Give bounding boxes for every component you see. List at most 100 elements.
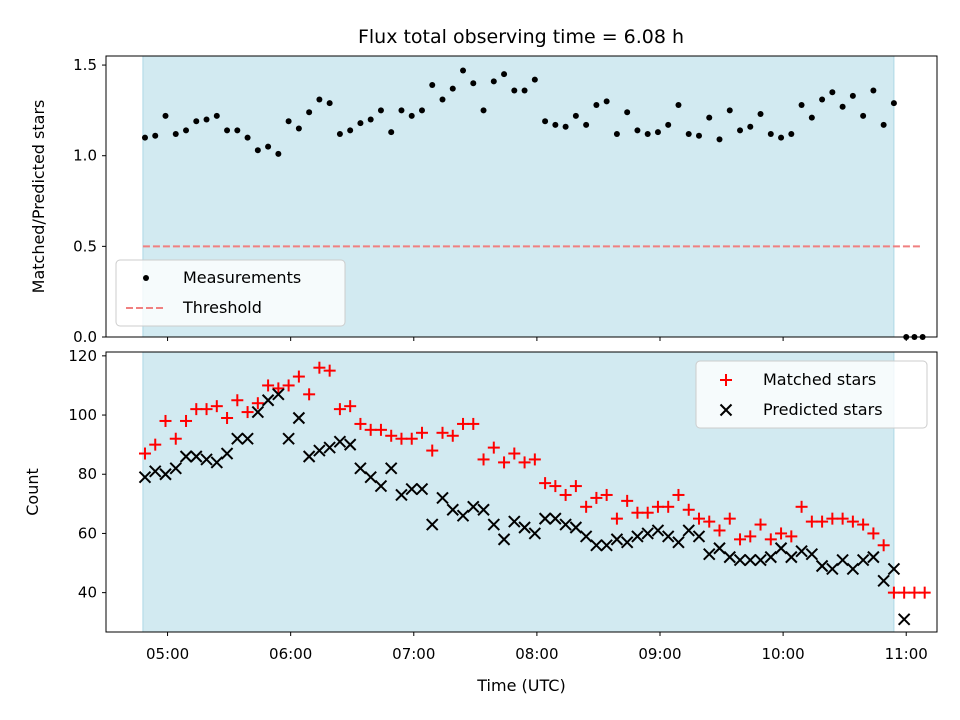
measurement-point bbox=[418, 107, 425, 114]
predicted-star-point bbox=[590, 539, 603, 552]
top-legend-box bbox=[115, 259, 346, 327]
matched-star-point bbox=[744, 530, 757, 543]
measurement-point bbox=[757, 111, 764, 118]
measurement-point bbox=[849, 92, 856, 99]
measurement-point bbox=[316, 96, 323, 103]
bottom-panel: 40 60 80 100 120 05:00 06:00 07:00 08:00 09:00 10… bbox=[23, 347, 938, 695]
top-legend: Measurements Threshold bbox=[115, 259, 346, 327]
predicted-star-point bbox=[785, 550, 798, 564]
predicted-star-point bbox=[877, 574, 890, 588]
matched-star-point bbox=[775, 527, 788, 540]
matched-star-point bbox=[805, 515, 818, 528]
bottom-x-tick-label: 07:00 bbox=[392, 645, 435, 663]
predicted-star-point bbox=[897, 613, 911, 626]
measurement-point bbox=[141, 134, 148, 141]
matched-star-point bbox=[508, 447, 521, 460]
measurement-point bbox=[737, 127, 744, 134]
top-x-ticks bbox=[167, 337, 907, 341]
measurement-point bbox=[183, 127, 190, 134]
matched-star-point bbox=[651, 500, 664, 513]
matched-star-point bbox=[836, 512, 849, 525]
measurement-point bbox=[254, 147, 261, 154]
matched-star-point bbox=[200, 403, 213, 416]
predicted-star-point bbox=[467, 500, 480, 514]
predicted-star-point bbox=[538, 512, 552, 525]
top-plot-frame bbox=[105, 55, 938, 338]
measurement-point bbox=[152, 132, 159, 139]
matched-star-point bbox=[600, 488, 613, 501]
bottom-x-tick-label: 08:00 bbox=[515, 645, 558, 663]
predicted-star-point bbox=[436, 491, 449, 505]
matched-star-point bbox=[857, 518, 870, 531]
measurement-point bbox=[377, 107, 384, 114]
top-y-tick-label: 1.0 bbox=[73, 147, 97, 165]
measurement-point bbox=[213, 112, 220, 119]
matched-star-point bbox=[877, 539, 890, 552]
measurement-point bbox=[726, 107, 733, 114]
predicted-star-point bbox=[456, 509, 470, 522]
measurement-point bbox=[706, 114, 713, 121]
measurement-point bbox=[347, 127, 354, 134]
matched-star-point bbox=[292, 370, 305, 383]
matched-star-point bbox=[180, 414, 193, 427]
predicted-star-point bbox=[508, 515, 521, 528]
measurement-point bbox=[224, 127, 231, 134]
measurement-point bbox=[583, 121, 590, 128]
top-panel: 0.0 0.5 1.0 1.5 Matched/Predicted stars Mea… bbox=[29, 55, 938, 346]
matched-star-point bbox=[405, 432, 418, 445]
predicted-star-point bbox=[887, 562, 901, 576]
matched-star-point bbox=[231, 394, 244, 407]
matched-star-point bbox=[426, 444, 439, 457]
predicted-star-point bbox=[138, 470, 152, 484]
measurement-point bbox=[634, 127, 641, 134]
bottom-legend: Matched stars Predicted stars bbox=[695, 360, 928, 429]
predicted-star-point bbox=[856, 553, 870, 567]
bottom-y-tick-label: 120 bbox=[68, 347, 97, 365]
predicted-star-point bbox=[867, 550, 880, 564]
measurement-point bbox=[511, 87, 518, 94]
predicted-star-point bbox=[179, 450, 193, 463]
measurement-point bbox=[685, 130, 692, 137]
legend-predicted-glyph bbox=[719, 403, 733, 417]
measurement-point bbox=[644, 130, 651, 137]
matched-star-point bbox=[785, 530, 798, 543]
predicted-star-point bbox=[190, 450, 203, 463]
predicted-star-point bbox=[415, 482, 429, 496]
matched-star-point bbox=[477, 453, 490, 466]
predicted-star-point bbox=[549, 512, 562, 525]
measurement-point bbox=[480, 107, 487, 114]
matched-star-point bbox=[559, 488, 572, 501]
matched-star-point bbox=[826, 512, 839, 525]
predicted-star-point bbox=[231, 432, 244, 445]
bottom-x-ticks: 05:00 06:00 07:00 08:00 09:00 10:00 11:00 bbox=[146, 632, 928, 663]
matched-star-point bbox=[713, 524, 726, 537]
predicted-star-point bbox=[426, 518, 439, 531]
measurement-point bbox=[265, 143, 272, 150]
predicted-star-point bbox=[149, 465, 162, 478]
predicted-star-point bbox=[518, 521, 531, 534]
measurement-point bbox=[429, 82, 436, 89]
measurement-point bbox=[562, 123, 569, 130]
measurement-point bbox=[695, 132, 702, 139]
matched-star-point bbox=[723, 512, 736, 525]
matched-star-point bbox=[692, 512, 705, 525]
predicted-star-point bbox=[528, 527, 542, 540]
bottom-y-tick-label: 80 bbox=[78, 465, 97, 483]
matched-star-point bbox=[908, 586, 921, 599]
legend-predicted-label: Predicted stars bbox=[763, 400, 883, 419]
matched-star-point bbox=[344, 400, 357, 413]
matched-star-point bbox=[662, 500, 675, 513]
measurement-point bbox=[449, 85, 456, 92]
predicted-star-point bbox=[323, 441, 336, 454]
matched-star-point bbox=[272, 382, 285, 395]
predicted-star-point bbox=[662, 530, 675, 543]
matched-star-point bbox=[487, 441, 500, 454]
measurement-point bbox=[326, 100, 333, 107]
measurement-point bbox=[531, 76, 538, 83]
predicted-star-point bbox=[600, 539, 613, 552]
measurement-point bbox=[162, 112, 169, 119]
predicted-star-point bbox=[354, 462, 367, 475]
predicted-star-point bbox=[620, 536, 634, 549]
measurement-point bbox=[603, 98, 610, 105]
predicted-star-point bbox=[313, 444, 326, 457]
